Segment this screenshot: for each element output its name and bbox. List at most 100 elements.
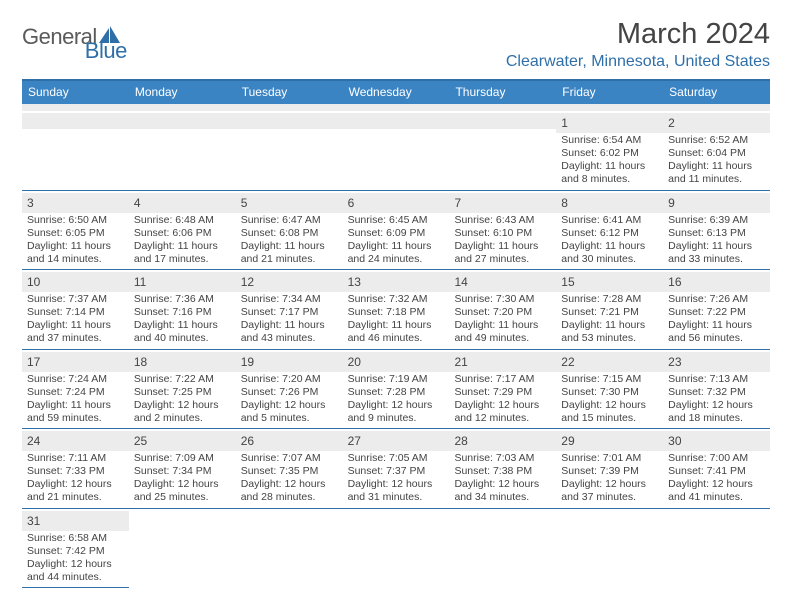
dow-label: Saturday	[663, 81, 770, 104]
daylight-line: Daylight: 11 hours and 14 minutes.	[27, 240, 124, 266]
day-cell: 29Sunrise: 7:01 AMSunset: 7:39 PMDayligh…	[556, 429, 663, 509]
day-body: Sunrise: 7:13 AMSunset: 7:32 PMDaylight:…	[668, 372, 765, 426]
daynum-bar: 23	[663, 352, 770, 372]
day-body: Sunrise: 6:47 AMSunset: 6:08 PMDaylight:…	[241, 213, 338, 267]
day-body: Sunrise: 7:01 AMSunset: 7:39 PMDaylight:…	[561, 451, 658, 505]
daylight-line: Daylight: 12 hours and 37 minutes.	[561, 478, 658, 504]
day-number: 16	[668, 275, 681, 289]
week-row: 3Sunrise: 6:50 AMSunset: 6:05 PMDaylight…	[22, 191, 770, 271]
sunrise-line: Sunrise: 7:28 AM	[561, 293, 658, 306]
sunset-line: Sunset: 6:13 PM	[668, 227, 765, 240]
daylight-line: Daylight: 11 hours and 8 minutes.	[561, 160, 658, 186]
sunrise-line: Sunrise: 7:15 AM	[561, 373, 658, 386]
daynum-bar-empty	[236, 113, 343, 129]
daynum-bar: 20	[343, 352, 450, 372]
sunrise-line: Sunrise: 7:26 AM	[668, 293, 765, 306]
sunset-line: Sunset: 7:14 PM	[27, 306, 124, 319]
day-cell: 14Sunrise: 7:30 AMSunset: 7:20 PMDayligh…	[449, 270, 556, 350]
sunset-line: Sunset: 7:18 PM	[348, 306, 445, 319]
daynum-bar: 31	[22, 511, 129, 531]
day-body: Sunrise: 7:28 AMSunset: 7:21 PMDaylight:…	[561, 292, 658, 346]
sunset-line: Sunset: 7:26 PM	[241, 386, 338, 399]
daylight-line: Daylight: 12 hours and 9 minutes.	[348, 399, 445, 425]
daylight-line: Daylight: 11 hours and 43 minutes.	[241, 319, 338, 345]
day-body: Sunrise: 6:41 AMSunset: 6:12 PMDaylight:…	[561, 213, 658, 267]
day-cell: 1 Sunrise: 6:54 AMSunset: 6:02 PMDaylight…	[556, 111, 663, 191]
spacer-cell	[129, 104, 236, 111]
sunrise-line: Sunrise: 6:50 AM	[27, 214, 124, 227]
day-body: Sunrise: 7:03 AMSunset: 7:38 PMDaylight:…	[454, 451, 551, 505]
sunrise-line: Sunrise: 7:34 AM	[241, 293, 338, 306]
day-body: Sunrise: 7:34 AMSunset: 7:17 PMDaylight:…	[241, 292, 338, 346]
day-number: 18	[134, 355, 147, 369]
day-cell: 23Sunrise: 7:13 AMSunset: 7:32 PMDayligh…	[663, 350, 770, 430]
day-body: Sunrise: 6:54 AMSunset: 6:02 PMDaylight:…	[561, 133, 658, 187]
day-number: 24	[27, 434, 40, 448]
day-cell: 18Sunrise: 7:22 AMSunset: 7:25 PMDayligh…	[129, 350, 236, 430]
spacer-cell	[556, 104, 663, 111]
daynum-bar: 7	[449, 193, 556, 213]
daynum-bar: 27	[343, 431, 450, 451]
daylight-line: Daylight: 12 hours and 2 minutes.	[134, 399, 231, 425]
daynum-bar-empty	[449, 113, 556, 129]
sunset-line: Sunset: 7:20 PM	[454, 306, 551, 319]
dow-label: Tuesday	[236, 81, 343, 104]
day-number: 22	[561, 355, 574, 369]
day-cell: 22Sunrise: 7:15 AMSunset: 7:30 PMDayligh…	[556, 350, 663, 430]
daynum-bar: 15	[556, 272, 663, 292]
daynum-bar-empty	[22, 113, 129, 129]
day-number: 5	[241, 196, 248, 210]
day-number: 28	[454, 434, 467, 448]
daylight-line: Daylight: 12 hours and 44 minutes.	[27, 558, 124, 584]
daynum-bar: 11	[129, 272, 236, 292]
day-cell	[236, 111, 343, 191]
day-cell: 3Sunrise: 6:50 AMSunset: 6:05 PMDaylight…	[22, 191, 129, 271]
day-number: 12	[241, 275, 254, 289]
daynum-bar-empty	[343, 113, 450, 129]
daynum-bar: 24	[22, 431, 129, 451]
sunrise-line: Sunrise: 7:01 AM	[561, 452, 658, 465]
daynum-bar: 4	[129, 193, 236, 213]
sunset-line: Sunset: 7:38 PM	[454, 465, 551, 478]
sunrise-line: Sunrise: 6:47 AM	[241, 214, 338, 227]
title-block: March 2024 Clearwater, Minnesota, United…	[506, 18, 770, 71]
daynum-bar: 21	[449, 352, 556, 372]
day-body: Sunrise: 6:52 AMSunset: 6:04 PMDaylight:…	[668, 133, 765, 187]
day-cell	[343, 111, 450, 191]
sunrise-line: Sunrise: 6:54 AM	[561, 134, 658, 147]
day-cell: 8Sunrise: 6:41 AMSunset: 6:12 PMDaylight…	[556, 191, 663, 271]
sunrise-line: Sunrise: 6:41 AM	[561, 214, 658, 227]
dow-label: Thursday	[449, 81, 556, 104]
day-of-week-header: SundayMondayTuesdayWednesdayThursdayFrid…	[22, 81, 770, 104]
sunrise-line: Sunrise: 7:09 AM	[134, 452, 231, 465]
sunrise-line: Sunrise: 7:13 AM	[668, 373, 765, 386]
sunrise-line: Sunrise: 7:37 AM	[27, 293, 124, 306]
daylight-line: Daylight: 11 hours and 30 minutes.	[561, 240, 658, 266]
dow-label: Wednesday	[343, 81, 450, 104]
sunrise-line: Sunrise: 6:52 AM	[668, 134, 765, 147]
day-number: 15	[561, 275, 574, 289]
daynum-bar: 5	[236, 193, 343, 213]
day-number: 1	[561, 116, 568, 130]
day-number: 6	[348, 196, 355, 210]
daylight-line: Daylight: 11 hours and 59 minutes.	[27, 399, 124, 425]
daylight-line: Daylight: 11 hours and 49 minutes.	[454, 319, 551, 345]
sunset-line: Sunset: 7:42 PM	[27, 545, 124, 558]
day-number: 13	[348, 275, 361, 289]
spacer-cell	[343, 104, 450, 111]
sunset-line: Sunset: 6:12 PM	[561, 227, 658, 240]
day-number: 4	[134, 196, 141, 210]
day-body: Sunrise: 7:24 AMSunset: 7:24 PMDaylight:…	[27, 372, 124, 426]
day-number: 27	[348, 434, 361, 448]
day-cell	[129, 111, 236, 191]
day-body: Sunrise: 7:37 AMSunset: 7:14 PMDaylight:…	[27, 292, 124, 346]
logo: General Blue	[22, 24, 127, 50]
day-cell: 15 Sunrise: 7:28 AMSunset: 7:21 PMDayligh…	[556, 270, 663, 350]
sunset-line: Sunset: 7:41 PM	[668, 465, 765, 478]
day-cell: 28 Sunrise: 7:03 AMSunset: 7:38 PMDayligh…	[449, 429, 556, 509]
day-number: 9	[668, 196, 675, 210]
sunrise-line: Sunrise: 7:30 AM	[454, 293, 551, 306]
sunrise-line: Sunrise: 7:17 AM	[454, 373, 551, 386]
sunset-line: Sunset: 6:06 PM	[134, 227, 231, 240]
sunset-line: Sunset: 7:35 PM	[241, 465, 338, 478]
